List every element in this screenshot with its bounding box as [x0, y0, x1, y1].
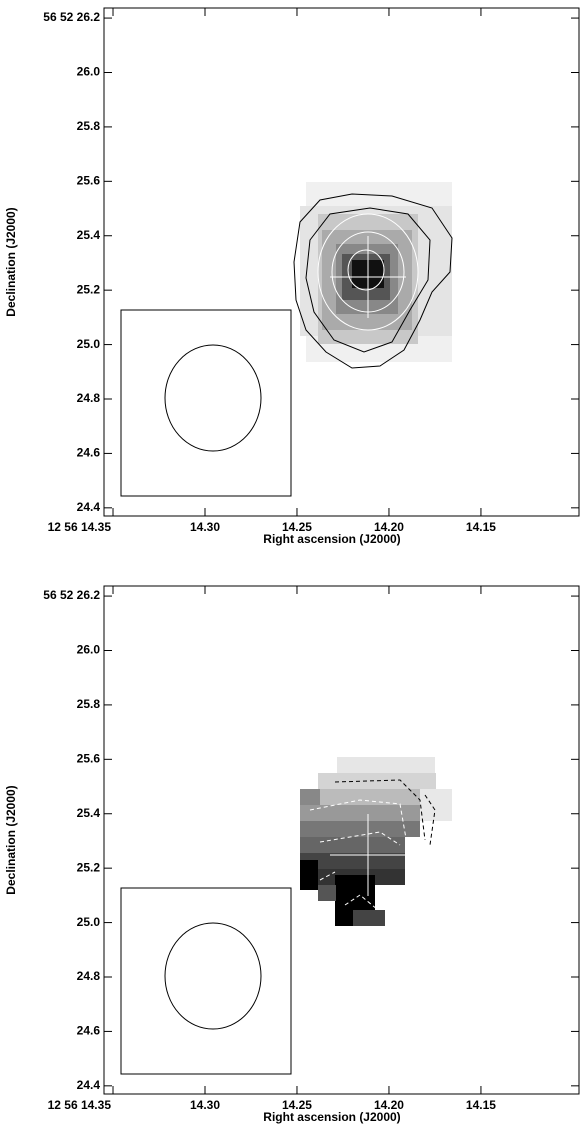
y-tick-label: 25.8: [77, 119, 101, 133]
y-tick-label: 24.4: [77, 1078, 101, 1092]
y-tick-label: 56 52 26.2: [43, 10, 100, 24]
x-tick-label: 14.30: [190, 1098, 220, 1112]
x-axis-label: Right ascension (J2000): [263, 1110, 400, 1124]
y-axis-label: Declination (J2000): [4, 785, 18, 894]
y-tick-label: 26.0: [77, 643, 101, 657]
y-tick-label: 25.2: [77, 860, 101, 874]
y-tick-label: 24.8: [77, 391, 101, 405]
y-tick-label: 25.4: [77, 228, 101, 242]
y-tick-label: 24.6: [77, 446, 101, 460]
x-tick-label: 14.25: [282, 1098, 312, 1112]
y-tick-label: 26.0: [77, 65, 101, 79]
y-tick-label: 56 52 26.2: [43, 588, 100, 602]
x-tick-label: 14.20: [374, 520, 404, 534]
plot-frame: [103, 7, 580, 517]
x-axis-label: Right ascension (J2000): [263, 532, 400, 546]
y-tick-label: 25.6: [77, 751, 101, 765]
y-tick-label: 25.6: [77, 173, 101, 187]
y-tick-label: 25.0: [77, 337, 101, 351]
y-tick-label: 24.6: [77, 1024, 101, 1038]
y-axis-label: Declination (J2000): [4, 207, 18, 316]
x-tick-label: 14.30: [190, 520, 220, 534]
intensity-image: [120, 182, 453, 497]
y-tick-label: 25.0: [77, 915, 101, 929]
x-tick-label: 14.20: [374, 1098, 404, 1112]
y-tick-label: 24.4: [77, 500, 101, 514]
x-tick-label: 14.15: [466, 1098, 496, 1112]
x-tick-label: 12 56 14.35: [48, 1098, 112, 1112]
y-tick-label: 25.4: [77, 806, 101, 820]
x-tick-label: 14.15: [466, 520, 496, 534]
x-tick-label: 12 56 14.35: [48, 520, 112, 534]
plot-frame: [103, 585, 580, 1095]
y-tick-label: 25.8: [77, 697, 101, 711]
x-tick-label: 14.25: [282, 520, 312, 534]
velocity-image: [120, 757, 452, 1075]
y-tick-label: 24.8: [77, 969, 101, 983]
y-tick-label: 25.2: [77, 282, 101, 296]
